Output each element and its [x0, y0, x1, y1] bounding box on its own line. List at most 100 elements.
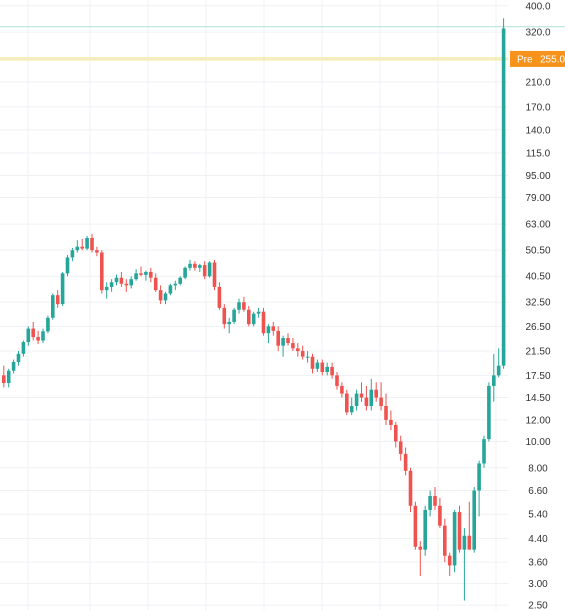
y-tick-label: 320.0 — [525, 28, 550, 39]
candle — [286, 333, 290, 346]
candle-body — [75, 246, 80, 251]
y-tick-label: 14.50 — [525, 393, 550, 404]
candle — [95, 246, 99, 257]
candle-body — [60, 273, 65, 305]
candle-body — [95, 250, 99, 253]
candle — [472, 486, 476, 553]
candle-body — [369, 389, 374, 407]
candle-body — [153, 277, 158, 291]
candle-body — [90, 237, 94, 251]
candle — [349, 397, 354, 416]
candle-body — [438, 505, 442, 526]
candle — [21, 340, 26, 357]
candle — [134, 269, 138, 281]
candle-body — [1, 375, 6, 384]
candle — [261, 307, 266, 336]
candle-body — [281, 338, 285, 346]
candle-body — [36, 337, 40, 341]
candle — [452, 509, 457, 573]
candle-body — [359, 393, 364, 398]
candle-body — [51, 295, 55, 318]
candle-body — [325, 366, 329, 373]
candle-body — [271, 326, 276, 331]
candle-body — [124, 283, 129, 286]
candle-body — [55, 295, 60, 305]
candle — [394, 421, 398, 448]
y-tick-label: 3.00 — [528, 579, 548, 590]
candle — [320, 359, 325, 376]
candle-body — [41, 331, 45, 341]
candle — [477, 460, 481, 517]
candle — [384, 393, 388, 425]
candle — [85, 235, 89, 251]
candle-body — [31, 328, 35, 338]
candle — [198, 263, 202, 272]
candle-body — [379, 397, 383, 407]
candle — [251, 311, 256, 327]
candle-body — [46, 317, 50, 332]
candle-body — [428, 496, 432, 510]
candle-body — [178, 277, 182, 284]
candle — [1, 365, 6, 388]
candle-body — [423, 509, 427, 550]
candle — [242, 296, 246, 312]
candle-body — [452, 512, 457, 566]
candle-body — [315, 362, 320, 369]
candle — [16, 351, 21, 366]
candle-body — [467, 535, 472, 550]
candle — [51, 293, 55, 320]
reference-lines — [0, 26, 565, 61]
candle — [300, 345, 305, 360]
candle — [114, 274, 119, 286]
candle-body — [193, 263, 197, 268]
candle-body — [305, 356, 310, 358]
candle — [222, 304, 227, 329]
y-tick-label: 21.50 — [525, 347, 550, 358]
candle — [447, 552, 452, 577]
candle — [90, 233, 94, 253]
candle-body — [408, 470, 413, 506]
candle-body — [443, 525, 447, 556]
candle — [315, 359, 320, 373]
candle-body — [447, 555, 452, 566]
candle-body — [168, 285, 173, 294]
candle-body — [183, 267, 187, 278]
candle-body — [100, 252, 104, 291]
y-tick-label: 115.0 — [526, 148, 551, 159]
premarket-value: 255.0 — [540, 54, 565, 65]
candle-body — [104, 286, 109, 291]
candle — [163, 291, 168, 305]
candle — [70, 247, 75, 262]
candle — [60, 271, 65, 306]
candle-body — [202, 265, 207, 277]
candle-body — [261, 311, 266, 334]
y-tick-label: 40.50 — [525, 272, 550, 283]
candle-body — [291, 343, 295, 349]
candle-body — [320, 362, 325, 373]
candle-body — [389, 419, 393, 425]
candle-body — [237, 302, 241, 310]
y-tick-label: 4.40 — [528, 534, 548, 545]
candle — [457, 505, 462, 553]
candle — [335, 372, 339, 390]
candle — [389, 410, 393, 431]
candle-body — [139, 273, 143, 275]
candle — [144, 270, 148, 281]
candle — [100, 250, 104, 294]
candle-body — [26, 328, 31, 343]
candle — [227, 317, 231, 334]
candle — [55, 290, 60, 308]
y-tick-label: 400.0 — [525, 1, 550, 12]
candle — [276, 326, 280, 352]
y-tick-label: 63.00 — [525, 220, 550, 231]
candle — [193, 261, 197, 271]
candle — [345, 389, 349, 416]
candle-body — [433, 496, 437, 506]
candle — [325, 362, 329, 376]
candle-body — [134, 273, 138, 280]
y-tick-label: 6.60 — [528, 486, 548, 497]
candle — [467, 501, 472, 550]
candle-body — [232, 309, 236, 322]
candle-body — [276, 330, 280, 346]
